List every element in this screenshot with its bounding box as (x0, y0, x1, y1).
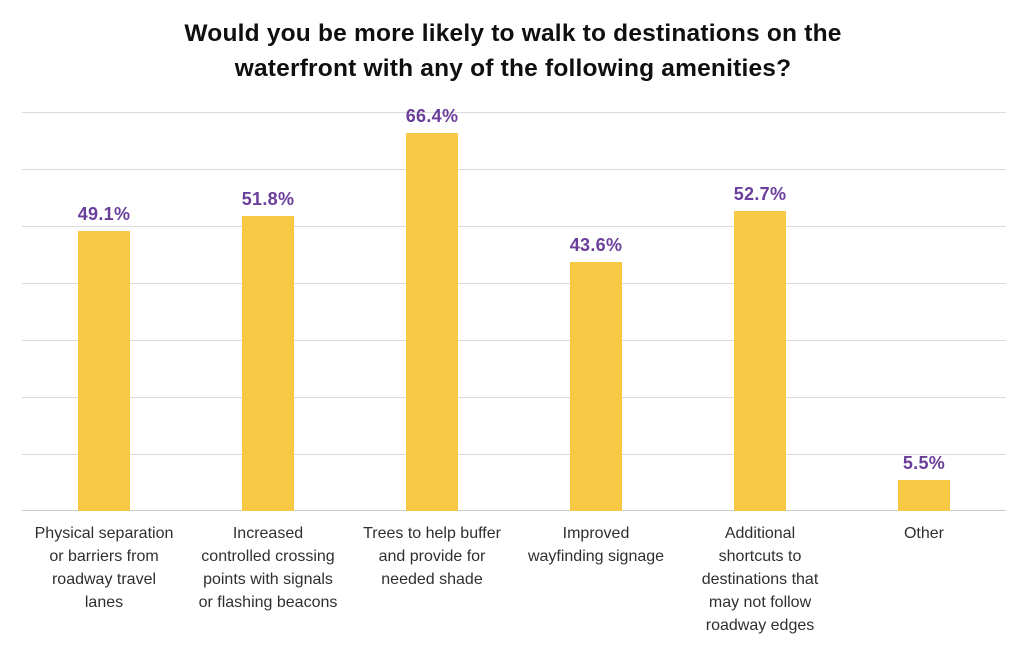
gridline (22, 283, 1006, 284)
bar-slot: 52.7% (678, 112, 842, 511)
chart-title-line: Would you be more likely to walk to dest… (184, 20, 842, 47)
category-label: Improved wayfinding signage (514, 522, 678, 568)
value-label: 49.1% (77, 204, 131, 225)
category-label-line: or flashing beacons (198, 594, 338, 611)
bar (406, 132, 458, 511)
category-label-line: may not follow (708, 594, 812, 611)
category-label-line: wayfinding signage (527, 548, 665, 565)
value-label: 5.5% (902, 452, 946, 473)
bar-slot: 49.1% (22, 112, 186, 511)
category-label-line: points with signals (203, 571, 333, 588)
category-label-line: Physical separation (34, 525, 174, 542)
category-label-line: lanes (84, 594, 124, 611)
category-label-line: controlled crossing (201, 548, 335, 565)
value-label: 66.4% (405, 105, 459, 126)
category-label-line: roadway travel (51, 571, 157, 588)
chart-title-line: waterfront with any of the following ame… (234, 55, 792, 82)
chart-title: Would you be more likely to walk to dest… (0, 16, 1026, 86)
category-label-line: needed shade (381, 571, 483, 588)
bar-slot: 5.5% (842, 112, 1006, 511)
category-label-line: Additional (724, 525, 796, 542)
category-axis: Physical separation or barriers from roadw… (22, 522, 1006, 642)
gridline (22, 454, 1006, 455)
bar-slot: 66.4% (350, 106, 514, 511)
category-label: Increased controlled crossing points with … (186, 522, 350, 614)
plot-area: 49.1% 51.8% 66.4% 43.6% 52.7% 5.5% (22, 106, 1006, 511)
category-label-line: Improved (562, 525, 630, 542)
bar-slot: 43.6% (514, 112, 678, 511)
category-label-line: roadway edges (705, 617, 815, 634)
category-label-line: shortcuts to (718, 548, 802, 565)
value-label: 43.6% (569, 235, 623, 256)
bar-slot: 51.8% (186, 112, 350, 511)
category-label: Trees to help buffer and provide for neede… (350, 522, 514, 591)
x-axis-line (22, 510, 1006, 511)
category-label-line: and provide for (378, 548, 486, 565)
gridline (22, 169, 1006, 170)
gridline (22, 112, 1006, 113)
category-label-line: Other (903, 525, 944, 542)
category-label: Additional shortcuts to destinations that m… (678, 522, 842, 637)
bar (78, 231, 130, 511)
bar (898, 479, 950, 511)
bar (242, 215, 294, 511)
gridline (22, 397, 1006, 398)
category-label: Other (842, 522, 1006, 545)
category-label-line: Trees to help buffer (363, 525, 501, 542)
category-label-line: or barriers from (49, 548, 159, 565)
value-label: 51.8% (241, 188, 295, 209)
bar (734, 210, 786, 511)
gridline (22, 340, 1006, 341)
bar (570, 262, 622, 511)
category-label: Physical separation or barriers from roadw… (22, 522, 186, 614)
category-label-line: destinations that (701, 571, 819, 588)
gridline (22, 226, 1006, 227)
value-label: 52.7% (733, 183, 787, 204)
category-label-line: Increased (232, 525, 304, 542)
